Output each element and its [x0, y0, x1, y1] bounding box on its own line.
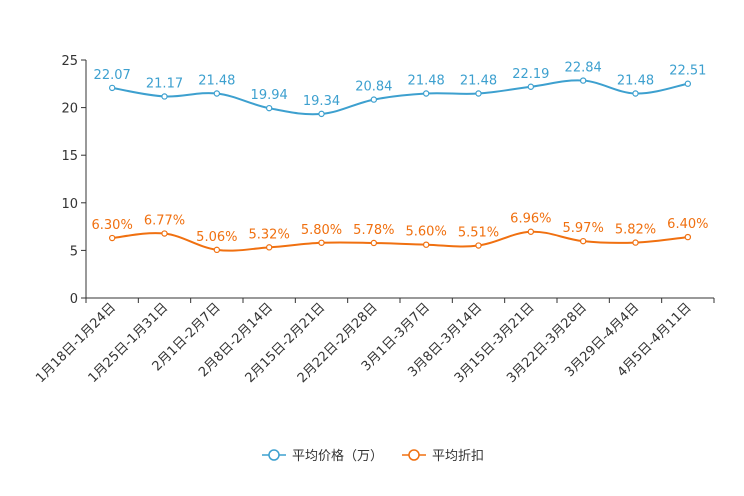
data-point[interactable] — [632, 90, 639, 97]
data-point[interactable] — [213, 90, 221, 97]
data-point[interactable] — [527, 228, 535, 235]
data-label: 21.17 — [146, 76, 183, 91]
data-point[interactable] — [213, 246, 221, 254]
data-label: 5.06% — [196, 230, 237, 245]
data-label: 20.84 — [355, 80, 392, 95]
data-point[interactable] — [265, 104, 273, 112]
data-label: 5.97% — [563, 221, 604, 236]
series-layer: 22.07 21.17 21.48 19.94 19.34 20.84 21.48 21.48… — [92, 61, 708, 254]
data-point[interactable] — [579, 77, 587, 84]
y-tick-label: 5 — [70, 244, 78, 259]
data-label: 6.96% — [510, 212, 551, 227]
data-point[interactable] — [108, 84, 116, 92]
data-label: 6.77% — [144, 214, 185, 229]
series-line — [112, 230, 688, 252]
data-point[interactable] — [370, 96, 378, 103]
data-label: 22.51 — [669, 64, 706, 79]
series-line — [112, 79, 689, 116]
data-point[interactable] — [579, 237, 587, 245]
data-label: 6.40% — [667, 217, 708, 232]
data-point[interactable] — [108, 234, 116, 242]
series-2: 6.30% 6.77% 5.06% 5.32% 5.80% 5.78% 5.60% 5.51%… — [92, 212, 708, 254]
data-point[interactable] — [632, 239, 639, 246]
data-point[interactable] — [161, 230, 168, 237]
data-label: 21.48 — [198, 74, 235, 89]
data-point[interactable] — [475, 90, 482, 97]
legend-item-1[interactable]: 平均价格（万） — [262, 448, 383, 464]
y-tick-label: 20 — [61, 102, 78, 117]
data-point[interactable] — [684, 80, 692, 87]
data-label: 6.30% — [92, 218, 133, 233]
data-point[interactable] — [475, 242, 482, 249]
data-point[interactable] — [422, 241, 430, 248]
series-1: 22.07 21.17 21.48 19.94 19.34 20.84 21.48 21.48… — [94, 61, 706, 118]
data-label: 21.48 — [617, 74, 654, 89]
data-label: 5.60% — [406, 225, 447, 240]
data-point[interactable] — [684, 233, 692, 241]
legend-marker — [268, 449, 280, 461]
data-label: 22.84 — [565, 61, 602, 76]
data-label: 5.32% — [249, 227, 290, 242]
data-point[interactable] — [318, 239, 325, 246]
y-tick-label: 10 — [61, 197, 78, 212]
axes: 05101520251月18日-1月24日1月25日-1月31日2月1日-2月7… — [33, 54, 715, 386]
data-point[interactable] — [370, 239, 378, 247]
data-point[interactable] — [265, 244, 273, 251]
legend-label: 平均价格（万） — [292, 448, 383, 464]
data-label: 22.07 — [94, 68, 131, 83]
data-point[interactable] — [527, 83, 535, 90]
y-tick-label: 15 — [61, 149, 78, 164]
data-point[interactable] — [161, 93, 168, 100]
legend-marker — [408, 449, 420, 461]
legend[interactable]: 平均价格（万） 平均折扣 — [262, 448, 484, 464]
y-tick-label: 25 — [61, 54, 78, 69]
y-tick-label: 0 — [70, 292, 78, 307]
data-point[interactable] — [318, 110, 325, 118]
data-label: 22.19 — [512, 67, 549, 82]
data-label: 5.80% — [301, 223, 342, 238]
data-point[interactable] — [422, 90, 430, 97]
legend-label: 平均折扣 — [432, 449, 484, 464]
data-label: 5.78% — [353, 223, 394, 238]
legend-item-2[interactable]: 平均折扣 — [402, 449, 484, 464]
data-label: 5.82% — [615, 223, 656, 238]
data-label: 19.34 — [303, 94, 340, 109]
data-label: 19.94 — [251, 88, 288, 103]
data-label: 5.51% — [458, 226, 499, 241]
data-label: 21.48 — [460, 74, 497, 89]
data-label: 21.48 — [408, 74, 445, 89]
